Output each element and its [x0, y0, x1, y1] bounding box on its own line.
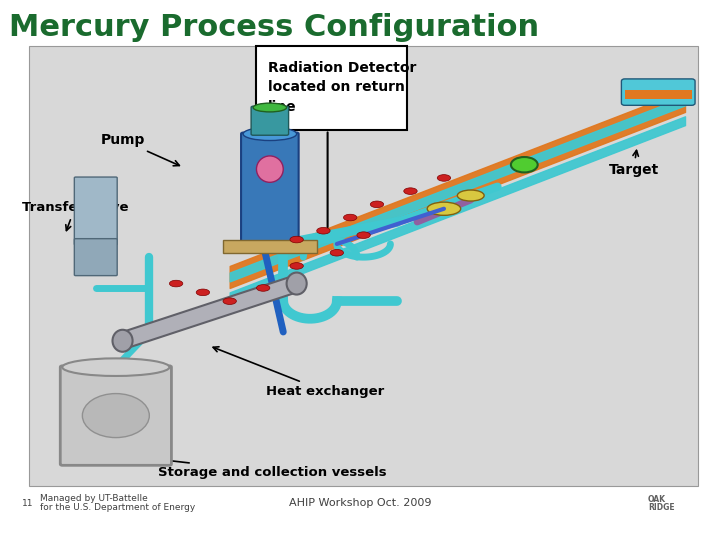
- Text: Heat exchanger: Heat exchanger: [213, 347, 384, 398]
- FancyBboxPatch shape: [621, 79, 695, 105]
- Polygon shape: [122, 275, 297, 349]
- Ellipse shape: [290, 262, 303, 269]
- Text: Transfer valve: Transfer valve: [22, 201, 128, 231]
- FancyBboxPatch shape: [625, 90, 692, 99]
- Text: AHIP Workshop Oct. 2009: AHIP Workshop Oct. 2009: [289, 498, 431, 508]
- Ellipse shape: [437, 174, 451, 181]
- Ellipse shape: [112, 330, 132, 352]
- Ellipse shape: [404, 188, 417, 194]
- Ellipse shape: [370, 201, 384, 208]
- FancyBboxPatch shape: [241, 133, 299, 245]
- Ellipse shape: [330, 249, 343, 256]
- Ellipse shape: [427, 202, 461, 215]
- Text: Managed by UT-Battelle: Managed by UT-Battelle: [40, 495, 148, 503]
- FancyBboxPatch shape: [256, 46, 407, 130]
- FancyBboxPatch shape: [60, 366, 171, 465]
- Ellipse shape: [317, 227, 330, 234]
- Ellipse shape: [82, 394, 149, 437]
- Ellipse shape: [256, 156, 283, 183]
- Ellipse shape: [197, 289, 210, 296]
- Ellipse shape: [253, 103, 287, 112]
- FancyBboxPatch shape: [74, 177, 117, 245]
- Text: RIDGE: RIDGE: [648, 503, 675, 512]
- Ellipse shape: [290, 236, 303, 243]
- Text: Target: Target: [608, 150, 659, 177]
- Ellipse shape: [256, 285, 270, 291]
- Ellipse shape: [511, 157, 538, 172]
- FancyBboxPatch shape: [251, 106, 289, 135]
- Text: Mercury Process Configuration: Mercury Process Configuration: [9, 14, 539, 43]
- Ellipse shape: [243, 127, 297, 140]
- Text: OAK: OAK: [648, 495, 666, 504]
- Ellipse shape: [63, 359, 169, 376]
- Ellipse shape: [169, 280, 183, 287]
- FancyBboxPatch shape: [74, 239, 117, 275]
- Ellipse shape: [287, 273, 307, 294]
- Ellipse shape: [343, 214, 357, 221]
- FancyBboxPatch shape: [29, 46, 698, 486]
- Text: Pump: Pump: [101, 133, 179, 166]
- FancyBboxPatch shape: [223, 240, 317, 253]
- Text: Storage and collection vessels: Storage and collection vessels: [66, 447, 387, 479]
- Ellipse shape: [223, 298, 236, 305]
- Text: for the U.S. Department of Energy: for the U.S. Department of Energy: [40, 503, 195, 512]
- Text: Radiation Detector
located on return
line: Radiation Detector located on return lin…: [268, 61, 416, 114]
- Text: 11: 11: [22, 499, 33, 508]
- Ellipse shape: [357, 232, 370, 239]
- Ellipse shape: [457, 190, 484, 201]
